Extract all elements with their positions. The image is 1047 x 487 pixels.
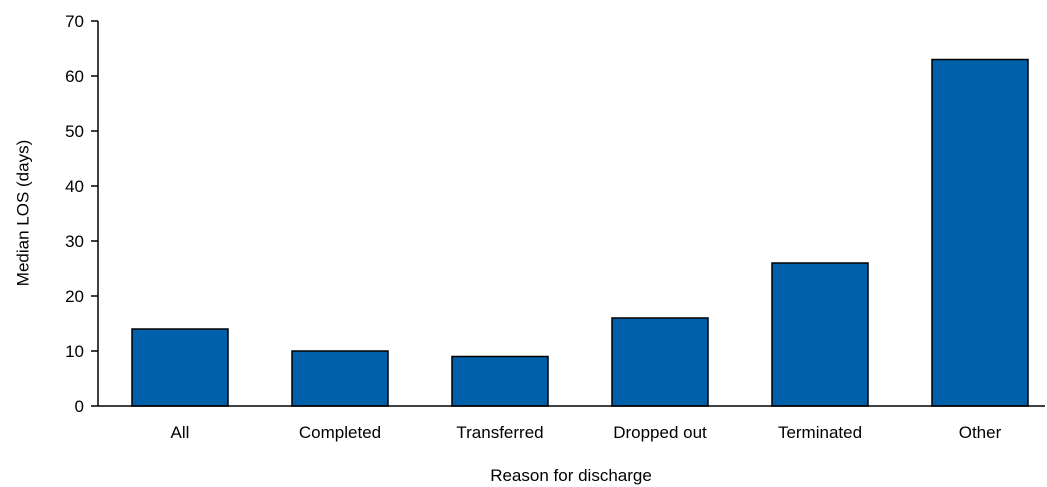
y-tick-label: 10 (65, 342, 84, 361)
bar-all (131, 328, 229, 407)
y-tick-label: 70 (65, 12, 84, 31)
y-tick-label: 50 (65, 122, 84, 141)
bars-group (131, 58, 1029, 407)
y-tick-label: 30 (65, 232, 84, 251)
x-category-label: All (171, 423, 190, 442)
bar-other (931, 58, 1029, 407)
y-axis-title: Median LOS (days) (13, 140, 32, 286)
bar-completed (291, 350, 389, 407)
x-axis-category-labels: All Completed Transferred Dropped out Termin… (171, 423, 1002, 442)
y-tick-label: 0 (75, 397, 84, 416)
x-category-label: Completed (299, 423, 381, 442)
x-axis-title: Reason for discharge (490, 466, 652, 485)
x-category-label: Other (959, 423, 1002, 442)
x-category-label: Dropped out (613, 423, 707, 442)
y-tick-label: 20 (65, 287, 84, 306)
bar-transferred (451, 355, 549, 407)
y-tick-label: 40 (65, 177, 84, 196)
bar-terminated (771, 262, 869, 407)
x-category-label: Terminated (778, 423, 862, 442)
y-tick-label: 60 (65, 67, 84, 86)
bar-dropped-out (611, 317, 709, 407)
y-axis-ticks: 0 10 20 30 40 50 60 70 (65, 12, 98, 416)
x-category-label: Transferred (456, 423, 543, 442)
